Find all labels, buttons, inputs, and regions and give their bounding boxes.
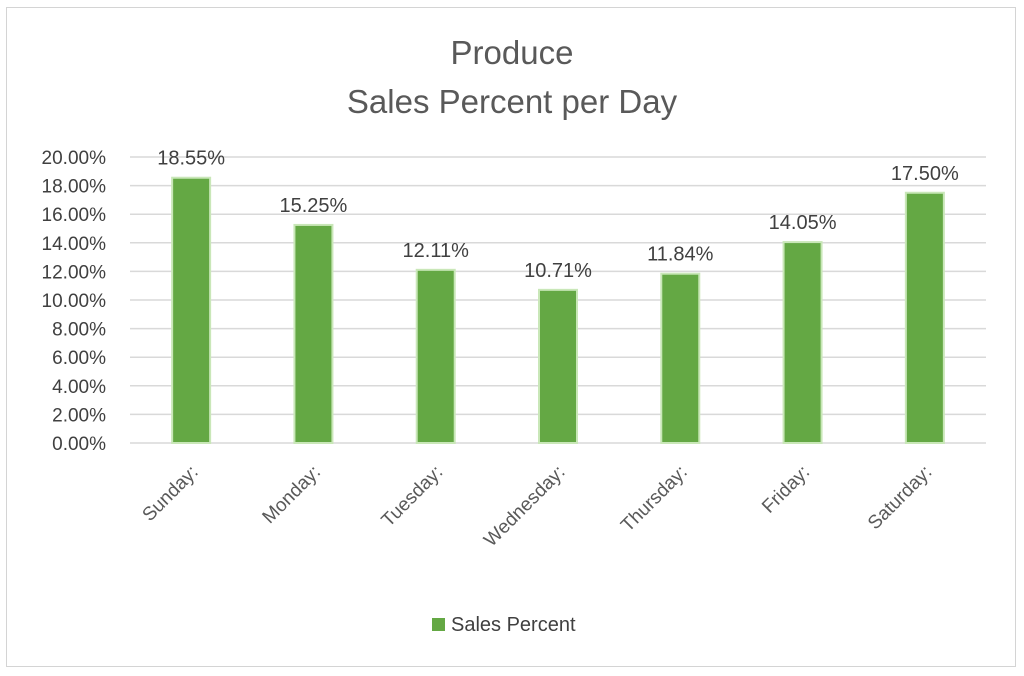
data-label: 11.84% xyxy=(647,244,714,266)
bar xyxy=(660,272,701,444)
category-label: Monday: xyxy=(259,462,325,528)
chart-title-line-1: Produce xyxy=(450,34,574,71)
y-tick-label: 4.00% xyxy=(52,377,106,398)
data-label: 14.05% xyxy=(769,212,837,234)
bar xyxy=(904,191,945,444)
category-label: Friday: xyxy=(758,462,814,518)
bar xyxy=(782,241,823,444)
category-label: Tuesday: xyxy=(378,462,448,532)
chart-title-line-2: Sales Percent per Day xyxy=(346,83,678,120)
bar xyxy=(171,176,212,445)
data-label: 10.71% xyxy=(524,260,592,282)
bar xyxy=(415,268,456,444)
x-axis-categories: Sunday: Monday: Tuesday: Wednesday: Thursday… xyxy=(139,462,937,551)
bar xyxy=(293,223,334,444)
y-tick-label: 10.00% xyxy=(42,291,107,312)
category-label: Thursday: xyxy=(617,462,692,537)
category-label: Sunday: xyxy=(139,462,203,526)
y-tick-label: 8.00% xyxy=(52,320,106,341)
bar xyxy=(538,288,578,444)
y-tick-label: 20.00% xyxy=(42,148,107,169)
y-tick-label: 6.00% xyxy=(52,348,106,369)
y-tick-label: 16.00% xyxy=(42,205,107,226)
data-labels: 18.55% 15.25% 12.11% 10.71% 11.84% 14.05% 17.5… xyxy=(157,148,959,282)
y-tick-label: 14.00% xyxy=(42,234,107,255)
data-label: 12.11% xyxy=(403,240,470,262)
category-label: Wednesday: xyxy=(480,462,569,551)
data-label: 18.55% xyxy=(157,148,225,170)
y-tick-label: 2.00% xyxy=(52,405,106,426)
bars xyxy=(171,176,945,445)
legend-label: Sales Percent xyxy=(451,614,576,636)
y-axis-ticks: 0.00% 2.00% 4.00% 6.00% 8.00% 10.00% 12.00% 14.… xyxy=(42,148,107,455)
data-label: 17.50% xyxy=(891,163,959,185)
data-label: 15.25% xyxy=(280,195,348,217)
y-tick-label: 12.00% xyxy=(42,262,107,283)
legend-swatch xyxy=(432,618,445,631)
legend: Sales Percent xyxy=(432,614,576,636)
y-tick-label: 18.00% xyxy=(42,177,107,198)
category-label: Saturday: xyxy=(864,462,936,534)
y-tick-label: 0.00% xyxy=(52,434,106,455)
